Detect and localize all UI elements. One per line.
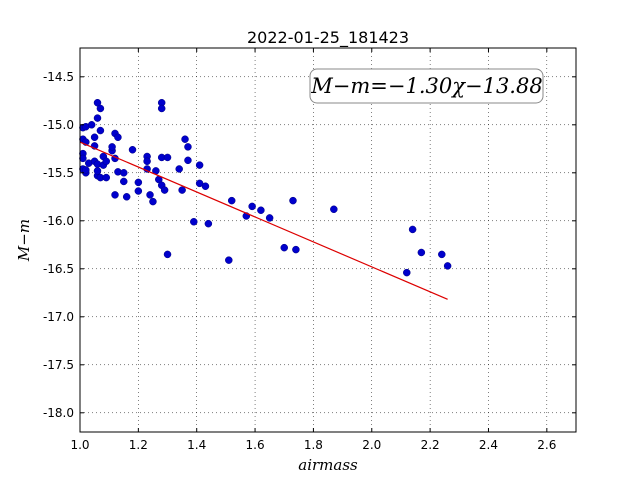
ticks [79,48,576,432]
y-tick-label: -14.5 [43,70,74,84]
y-tick-label: -15.5 [43,166,74,180]
data-point [149,197,157,206]
y-tick-label: -17.0 [43,310,74,324]
data-point [87,121,96,129]
data-point [108,143,116,151]
data-point [204,219,213,228]
data-point [438,250,446,259]
data-point [248,202,256,211]
data-point [163,153,172,162]
x-tick-labels: 1.0 1.2 1.4 1.6 1.8 2.0 2.2 2.4 2.6 [70,438,556,452]
y-tick-label: -17.5 [43,358,74,372]
chart-title: 2022-01-25_181423 [247,28,409,48]
x-tick-label: 2.6 [537,438,556,452]
fit-equation-border [309,68,544,104]
data-point [184,156,192,165]
fit-line [79,141,448,300]
y-tick-labels: -14.5 -15.0 -15.5 -16.0 -16.5 -17.0 -17.5 -18.0 [43,70,74,420]
data-point [160,186,169,194]
x-tick-label: 2.4 [479,438,498,452]
y-axis-label: M−m [15,219,33,262]
data-point [289,196,297,205]
data-point [280,243,288,252]
data-point [120,169,128,177]
x-tick-label: 2.2 [421,438,440,452]
x-tick-label: 1.4 [187,438,206,452]
data-point [163,250,172,259]
data-point [96,104,105,113]
data-point [184,143,192,151]
x-tick-label: 1.6 [246,438,265,452]
data-point [330,205,338,214]
plot-frame [79,47,577,433]
data-point [134,187,143,195]
data-point [82,166,90,174]
x-tick-label: 1.8 [304,438,323,452]
y-tick-label: -16.5 [43,262,74,276]
data-point [79,154,87,163]
data-point [408,225,417,234]
data-point [175,165,183,173]
data-point [181,135,189,143]
y-tick-label: -16.0 [43,214,74,228]
data-point [114,133,122,142]
data-point [93,114,102,122]
data-point [178,186,186,194]
data-point [120,177,128,186]
data-point [403,268,411,277]
data-point [201,182,210,190]
data-point [195,161,204,169]
grid [79,48,576,432]
data-point [292,245,300,254]
data-point [225,256,233,264]
data-point [146,191,154,199]
fit-line-group [79,141,448,300]
fit-equation-box: M−m=−1.30χ−13.88 [309,68,544,104]
data-point [265,214,274,222]
data-point [111,191,119,199]
data-point [90,133,99,142]
data-point [102,157,111,166]
data-point [122,193,131,201]
data-point [257,206,265,214]
data-point [134,178,143,187]
y-tick-label: -15.0 [43,118,74,132]
x-axis-label: airmass [298,456,358,474]
x-tick-label: 1.0 [70,438,89,452]
data-point [157,104,166,113]
data-point [443,262,452,270]
data-point [102,173,111,182]
data-point [128,146,137,154]
data-point [143,157,151,166]
data-points [79,98,452,277]
x-tick-label: 1.2 [129,438,148,452]
data-point [227,196,236,205]
data-point [96,126,105,135]
data-point [417,248,426,257]
x-tick-label: 2.0 [362,438,381,452]
data-point [190,218,198,226]
data-point [93,167,102,175]
y-tick-label: -18.0 [43,406,74,420]
fit-equation: M−m=−1.30χ−13.88 [310,74,542,98]
